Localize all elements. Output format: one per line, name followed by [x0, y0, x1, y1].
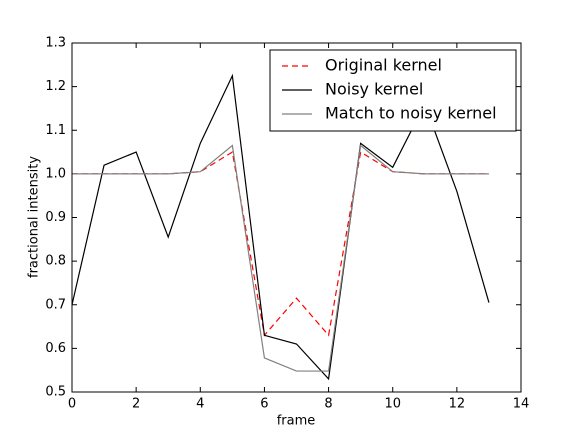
- x-tick-label: 14: [513, 397, 530, 412]
- y-tick-label: 0.9: [45, 210, 66, 225]
- y-tick-label: 0.7: [45, 297, 66, 312]
- y-tick-label: 1.2: [45, 79, 66, 94]
- y-tick-label: 0.8: [45, 254, 66, 269]
- legend: Original kernel Noisy kernel Match to nois…: [269, 49, 517, 132]
- y-tick-label: 0.6: [45, 341, 66, 356]
- y-tick-label: 1.0: [45, 166, 66, 181]
- y-axis-label: fractional intensity: [27, 156, 42, 278]
- y-tick-label: 1.1: [45, 123, 66, 138]
- legend-label: Noisy kernel: [325, 80, 423, 99]
- y-tick-label: 0.5: [45, 385, 66, 400]
- x-axis-label: frame: [277, 414, 316, 429]
- x-tick-label: 8: [324, 397, 332, 412]
- x-tick-label: 2: [132, 397, 140, 412]
- plot-frame: [71, 42, 522, 393]
- x-tick-label: 4: [196, 397, 204, 412]
- y-tick-label: 1.3: [45, 36, 66, 51]
- x-tick-label: 10: [384, 397, 401, 412]
- x-tick-label: 0: [68, 397, 76, 412]
- legend-label: Match to noisy kernel: [325, 104, 497, 123]
- x-tick-label: 6: [260, 397, 268, 412]
- x-tick-label: 12: [449, 397, 466, 412]
- legend-label: Original kernel: [325, 56, 442, 75]
- series-line: [72, 144, 489, 372]
